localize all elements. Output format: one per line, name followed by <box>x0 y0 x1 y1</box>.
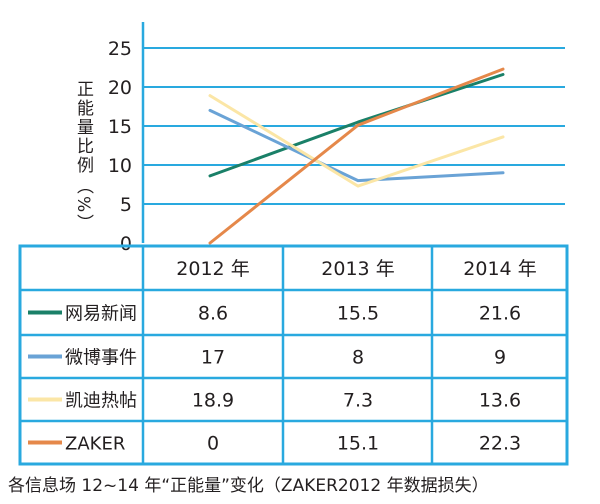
table-value-cell: 18.9 <box>192 390 234 412</box>
table-value-cell: 17 <box>201 347 225 369</box>
y-tick-label: 25 <box>108 38 132 60</box>
legend-label: 凯迪热帖 <box>65 391 137 412</box>
table-value-cell: 15.1 <box>337 433 379 455</box>
table-header-cell: 2013 年 <box>321 258 394 280</box>
y-tick-label: 20 <box>108 77 132 99</box>
table-header-cell: 2012 年 <box>176 258 249 280</box>
table-value-cell: 15.5 <box>337 303 379 325</box>
table-value-cell: 21.6 <box>479 303 521 325</box>
y-axis: 0 5 10 15 20 25 <box>108 38 132 255</box>
table-value-cell: 13.6 <box>479 390 521 412</box>
series-line-2 <box>208 108 505 183</box>
grid <box>141 22 565 243</box>
series-line-4 <box>208 67 505 245</box>
table-value-cell: 7.3 <box>343 390 373 412</box>
y-tick-label: 5 <box>120 194 132 216</box>
plot-area <box>208 67 505 245</box>
figure-caption: 各信息场 12~14 年“正能量”变化（ZAKER2012 年数据损失） <box>8 476 489 496</box>
y-axis-title: 正能量比例 （%） <box>72 80 94 233</box>
table-value-cell: 8.6 <box>198 303 228 325</box>
y-axis-unit: （%） <box>73 177 93 234</box>
table-value-cell: 22.3 <box>479 433 521 455</box>
y-tick-label: 10 <box>108 155 132 177</box>
legend-label: ZAKER <box>65 434 125 455</box>
table-border <box>18 244 569 466</box>
table-header-cell: 2014 年 <box>463 258 536 280</box>
y-axis-label: 正能量比例 <box>73 80 93 175</box>
legend-label: 网易新闻 <box>65 304 137 325</box>
table-value-cell: 8 <box>352 347 364 369</box>
y-tick-label: 15 <box>108 116 132 138</box>
legend-label: 微博事件 <box>65 348 137 369</box>
series-line-1 <box>208 73 505 178</box>
y-tick-label: 0 <box>120 233 132 255</box>
series-line-3 <box>208 94 505 188</box>
table-value-cell: 0 <box>207 433 219 455</box>
table-value-cell: 9 <box>494 347 506 369</box>
